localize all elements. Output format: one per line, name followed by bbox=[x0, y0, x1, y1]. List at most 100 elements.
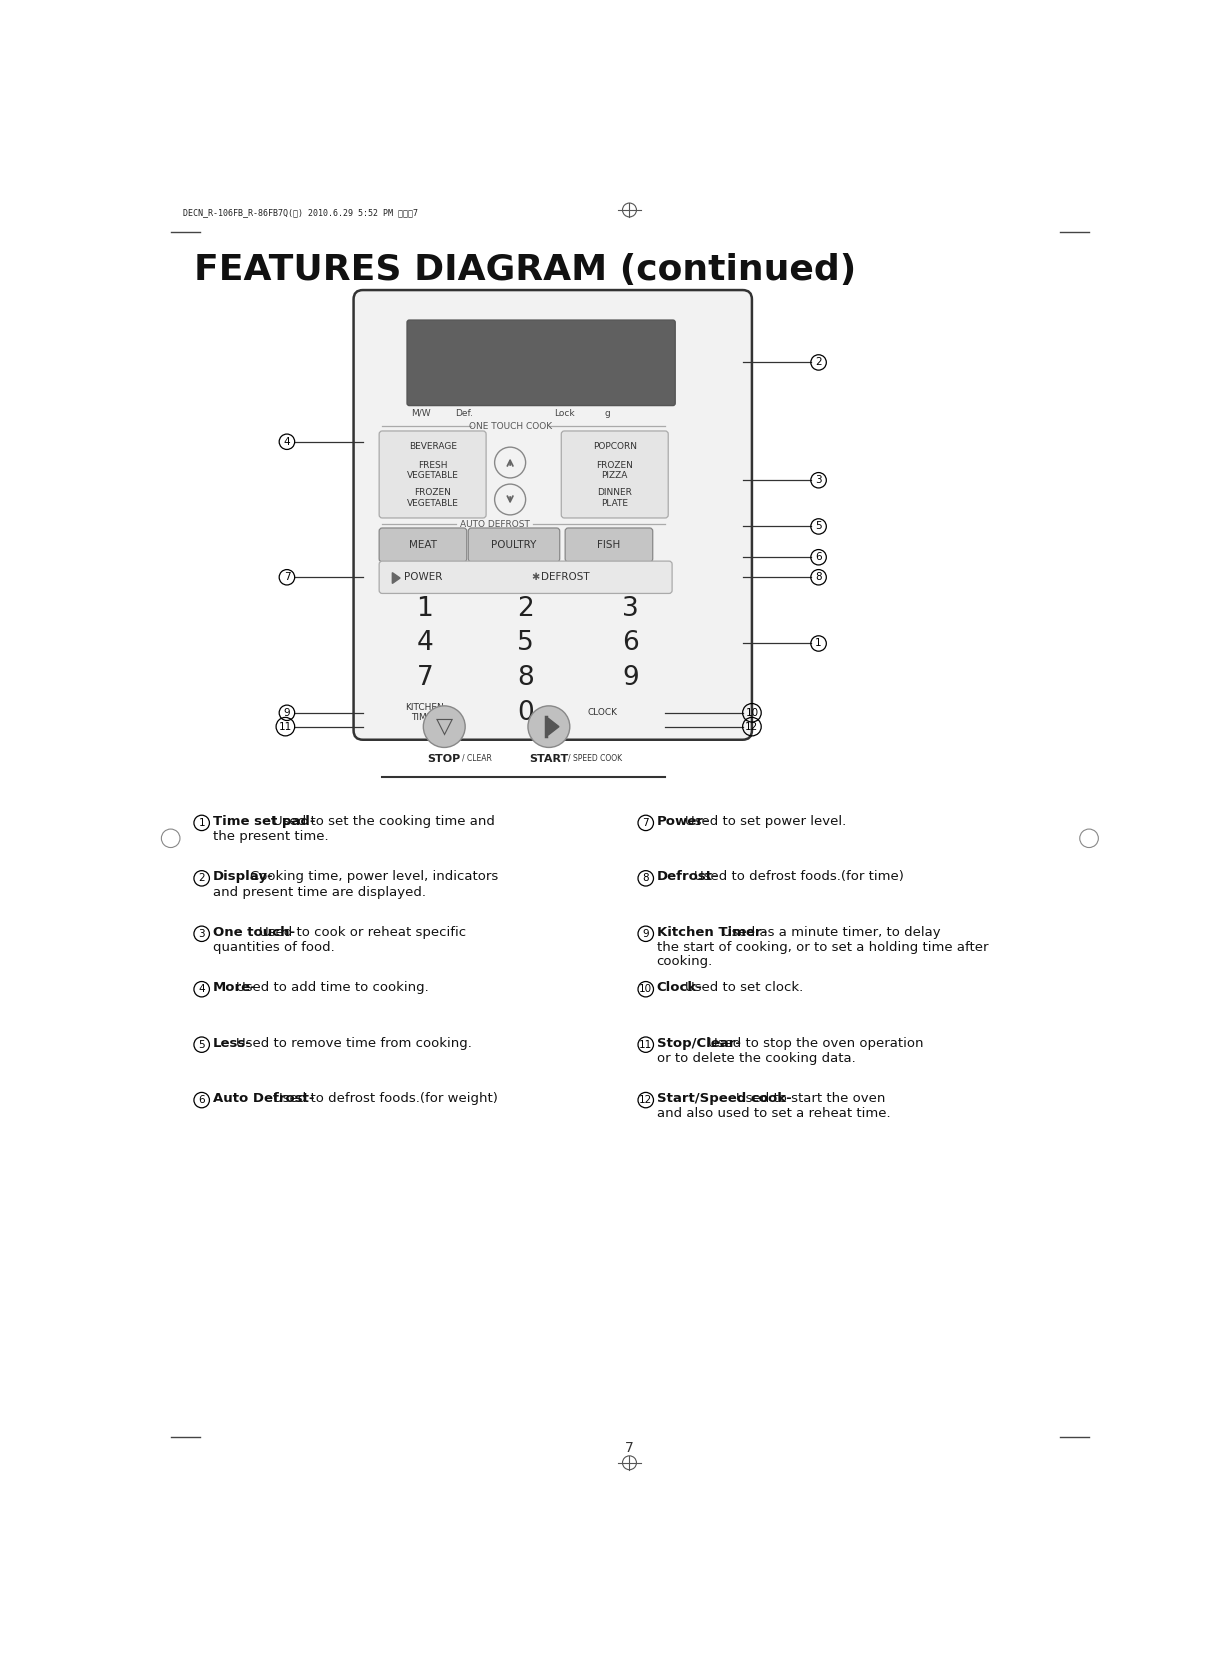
Text: and also used to set a reheat time.: and also used to set a reheat time. bbox=[656, 1107, 890, 1120]
Text: 1: 1 bbox=[198, 818, 205, 828]
FancyBboxPatch shape bbox=[380, 528, 467, 561]
Text: 5: 5 bbox=[198, 1039, 205, 1049]
Text: or to delete the cooking data.: or to delete the cooking data. bbox=[656, 1052, 855, 1066]
Text: 10: 10 bbox=[639, 984, 653, 994]
Text: and present time are displayed.: and present time are displayed. bbox=[213, 886, 425, 898]
FancyBboxPatch shape bbox=[354, 290, 752, 740]
FancyBboxPatch shape bbox=[407, 320, 675, 405]
Text: / CLEAR: / CLEAR bbox=[462, 754, 492, 762]
Text: Used to cook or reheat specific: Used to cook or reheat specific bbox=[259, 926, 466, 940]
Text: Cooking time, power level, indicators: Cooking time, power level, indicators bbox=[249, 870, 498, 883]
Text: ▽: ▽ bbox=[436, 717, 452, 737]
Text: KITCHEN
TIMER: KITCHEN TIMER bbox=[406, 704, 444, 722]
Text: DINNER
PLATE: DINNER PLATE bbox=[597, 488, 632, 508]
Text: 4: 4 bbox=[198, 984, 205, 994]
Text: g: g bbox=[605, 408, 610, 418]
Text: Auto Defrost-: Auto Defrost- bbox=[213, 1092, 315, 1106]
Text: 2: 2 bbox=[198, 873, 205, 883]
Text: 6: 6 bbox=[198, 1096, 205, 1106]
Text: 1: 1 bbox=[417, 596, 434, 622]
Text: 2: 2 bbox=[815, 357, 822, 367]
Text: quantities of food.: quantities of food. bbox=[213, 941, 334, 954]
Text: Used to set the cooking time and: Used to set the cooking time and bbox=[273, 815, 495, 828]
Text: 12: 12 bbox=[639, 1096, 653, 1106]
Text: 8: 8 bbox=[517, 666, 533, 691]
Text: Clock-: Clock- bbox=[656, 981, 703, 994]
Text: POPCORN: POPCORN bbox=[592, 442, 637, 452]
Text: BEVERAGE: BEVERAGE bbox=[408, 442, 457, 452]
Text: Def.: Def. bbox=[455, 408, 473, 418]
Circle shape bbox=[423, 706, 465, 747]
FancyBboxPatch shape bbox=[468, 528, 559, 561]
Text: Display-: Display- bbox=[213, 870, 273, 883]
Text: 3: 3 bbox=[622, 596, 639, 622]
Text: Start/Speed cook-: Start/Speed cook- bbox=[656, 1092, 791, 1106]
Circle shape bbox=[528, 706, 570, 747]
Text: 2: 2 bbox=[517, 596, 533, 622]
Text: FRESH
VEGETABLE: FRESH VEGETABLE bbox=[407, 460, 458, 480]
Text: ✱: ✱ bbox=[531, 573, 540, 583]
Polygon shape bbox=[548, 719, 559, 735]
Text: 11: 11 bbox=[639, 1039, 653, 1049]
Text: 7: 7 bbox=[284, 573, 290, 583]
Text: the present time.: the present time. bbox=[213, 830, 328, 843]
Text: 11: 11 bbox=[279, 722, 293, 732]
Text: the start of cooking, or to set a holding time after: the start of cooking, or to set a holdin… bbox=[656, 941, 988, 954]
Text: Used to set clock.: Used to set clock. bbox=[685, 981, 803, 994]
Text: Used to start the oven: Used to start the oven bbox=[736, 1092, 885, 1106]
Text: Used to remove time from cooking.: Used to remove time from cooking. bbox=[236, 1036, 472, 1049]
Text: One touch-: One touch- bbox=[213, 926, 295, 940]
Text: DEFROST: DEFROST bbox=[541, 573, 590, 583]
Text: 1: 1 bbox=[815, 639, 822, 649]
Text: START: START bbox=[530, 754, 569, 764]
Text: 0: 0 bbox=[517, 701, 533, 725]
Text: FISH: FISH bbox=[597, 540, 621, 549]
FancyBboxPatch shape bbox=[380, 561, 672, 593]
Polygon shape bbox=[392, 573, 401, 583]
Text: FROZEN
VEGETABLE: FROZEN VEGETABLE bbox=[407, 488, 458, 508]
Text: Stop/Clear-: Stop/Clear- bbox=[656, 1036, 741, 1049]
Text: 7: 7 bbox=[643, 818, 649, 828]
Text: / SPEED COOK: / SPEED COOK bbox=[568, 754, 622, 762]
Text: Used to stop the oven operation: Used to stop the oven operation bbox=[708, 1036, 923, 1049]
Text: Used to set power level.: Used to set power level. bbox=[685, 815, 846, 828]
Text: POWER: POWER bbox=[404, 573, 442, 583]
Text: 5: 5 bbox=[517, 631, 533, 656]
Text: M/W: M/W bbox=[412, 408, 431, 418]
Text: 7: 7 bbox=[626, 1441, 634, 1456]
Text: ONE TOUCH COOK: ONE TOUCH COOK bbox=[468, 422, 552, 432]
Text: More-: More- bbox=[213, 981, 257, 994]
Text: Used to add time to cooking.: Used to add time to cooking. bbox=[236, 981, 429, 994]
FancyBboxPatch shape bbox=[565, 528, 653, 561]
Text: 8: 8 bbox=[815, 573, 822, 583]
Text: 8: 8 bbox=[643, 873, 649, 883]
Text: Used to defrost foods.(for weight): Used to defrost foods.(for weight) bbox=[273, 1092, 498, 1106]
Text: 3: 3 bbox=[198, 930, 205, 940]
Text: Defrost-: Defrost- bbox=[656, 870, 718, 883]
Text: 9: 9 bbox=[284, 707, 290, 717]
Text: AUTO DEFROST: AUTO DEFROST bbox=[460, 520, 530, 528]
Text: 7: 7 bbox=[417, 666, 434, 691]
FancyBboxPatch shape bbox=[562, 432, 669, 518]
Text: 3: 3 bbox=[815, 475, 822, 485]
Text: Kitchen Timer-: Kitchen Timer- bbox=[656, 926, 767, 940]
Text: cooking.: cooking. bbox=[656, 954, 713, 968]
Text: MEAT: MEAT bbox=[409, 540, 438, 549]
Text: FEATURES DIAGRAM (continued): FEATURES DIAGRAM (continued) bbox=[194, 252, 857, 287]
Text: Power-: Power- bbox=[656, 815, 709, 828]
Text: POULTRY: POULTRY bbox=[492, 540, 537, 549]
Text: 9: 9 bbox=[622, 666, 639, 691]
Text: CLOCK: CLOCK bbox=[587, 709, 618, 717]
Text: 6: 6 bbox=[815, 553, 822, 563]
Text: 12: 12 bbox=[745, 722, 758, 732]
Text: STOP: STOP bbox=[428, 754, 461, 764]
Text: Used as a minute timer, to delay: Used as a minute timer, to delay bbox=[721, 926, 940, 940]
Text: 9: 9 bbox=[643, 930, 649, 940]
Text: 6: 6 bbox=[622, 631, 639, 656]
FancyBboxPatch shape bbox=[380, 432, 487, 518]
Text: 10: 10 bbox=[745, 707, 758, 717]
Text: Time set pad-: Time set pad- bbox=[213, 815, 315, 828]
Text: Lock: Lock bbox=[554, 408, 575, 418]
Text: 4: 4 bbox=[417, 631, 434, 656]
Text: 5: 5 bbox=[815, 521, 822, 531]
